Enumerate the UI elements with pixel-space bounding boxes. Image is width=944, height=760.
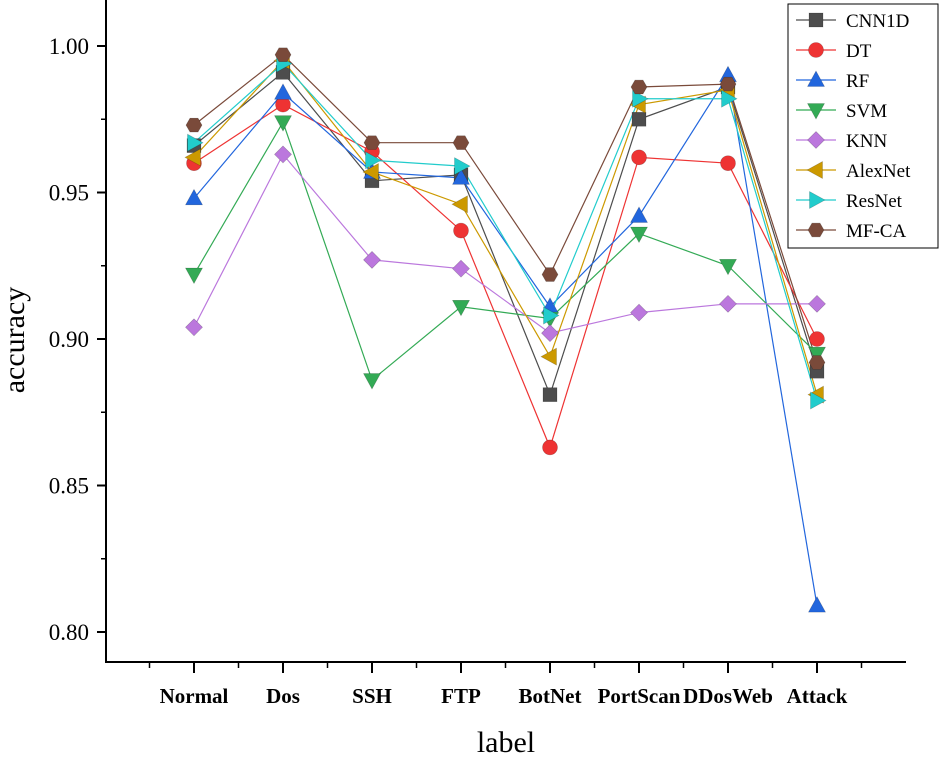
point-knn-attack (808, 294, 826, 313)
point-svm-dos (273, 115, 293, 132)
point-dt-botnet (542, 439, 558, 456)
point-mf-ca-portscan (630, 79, 648, 95)
legend-marker-mf-ca (807, 222, 825, 238)
point-rf-attack (807, 596, 827, 613)
series-line-svm (193, 120, 818, 382)
series-line-dt (193, 103, 818, 450)
point-knn-ftp (452, 259, 470, 278)
x-tick-label-dos: Dos (266, 684, 300, 708)
point-svm-attack (807, 346, 827, 364)
legend-marker-resnet (809, 190, 826, 210)
point-knn-botnet (541, 324, 559, 343)
point-dt-ftp (453, 222, 469, 239)
legend-label-rf: RF (846, 71, 869, 92)
legend-label-mf-ca: MF-CA (846, 221, 906, 242)
point-mf-ca-dos (274, 47, 292, 63)
x-tick-label-ftp: FTP (441, 684, 481, 708)
point-cnn1d-portscan (631, 111, 647, 127)
plot-frame (105, 0, 906, 663)
point-resnet-normal (187, 133, 204, 152)
x-axis-ticks: Normal Dos SSH FTP BotNet PortScan DDosWeb Atta… (148, 662, 863, 708)
point-alexnet-normal (184, 148, 201, 167)
point-svm-ssh (362, 373, 382, 390)
point-mf-ca-ddosweb (719, 76, 737, 92)
legend-marker-cnn1d (808, 12, 824, 28)
point-knn-dos (274, 145, 292, 164)
y-tick-label: 1.00 (49, 34, 89, 59)
x-tick-label-portscan: PortScan (598, 684, 681, 708)
series-line-resnet (193, 62, 818, 401)
legend-label-cnn1d: CNN1D (846, 11, 909, 32)
point-rf-ftp (451, 168, 471, 185)
point-svm-ddosweb (718, 258, 738, 276)
point-knn-ddosweb (719, 294, 737, 313)
point-knn-ssh (363, 250, 381, 269)
point-cnn1d-botnet (542, 387, 558, 402)
point-resnet-botnet (543, 306, 560, 325)
point-svm-normal (184, 267, 204, 285)
y-tick-label: 0.85 (49, 474, 89, 499)
point-alexnet-botnet (540, 347, 557, 366)
point-rf-dos (273, 83, 293, 100)
legend-marker-svm (806, 103, 826, 120)
point-resnet-attack (810, 391, 827, 410)
series-markers (184, 47, 827, 613)
point-mf-ca-normal (185, 117, 203, 133)
legend-label-dt: DT (846, 41, 872, 62)
series-line-mf-ca (193, 53, 818, 363)
point-mf-ca-ftp (452, 135, 470, 150)
y-tick-label: 0.80 (49, 620, 89, 645)
x-tick-label-ddosweb: DDosWeb (683, 684, 773, 708)
y-tick-label: 0.95 (49, 181, 89, 206)
y-tick-label: 0.90 (49, 327, 89, 352)
legend-marker-alexnet (806, 160, 823, 180)
point-svm-portscan (629, 226, 649, 244)
point-alexnet-ftp (451, 195, 468, 214)
point-resnet-portscan (632, 89, 649, 108)
legend-marker-rf (806, 70, 826, 87)
point-dt-portscan (631, 149, 647, 166)
series-line-knn (193, 153, 817, 334)
point-knn-normal (185, 318, 203, 337)
x-tick-label-botnet: BotNet (519, 684, 582, 708)
x-tick-label-normal: Normal (160, 684, 229, 708)
point-dt-ddosweb (720, 155, 736, 171)
point-mf-ca-attack (808, 355, 826, 370)
point-resnet-ssh (365, 151, 382, 170)
x-tick-label-attack: Attack (787, 684, 848, 708)
point-resnet-ftp (454, 157, 471, 176)
legend-label-knn: KNN (846, 131, 887, 152)
point-svm-ftp (451, 299, 471, 317)
legend-marker-dt (808, 42, 824, 58)
point-resnet-ddosweb (721, 89, 738, 108)
legend-label-svm: SVM (846, 101, 887, 122)
legend-label-alexnet: AlexNet (846, 161, 911, 182)
x-axis-title: label (477, 726, 535, 759)
point-rf-normal (184, 188, 204, 206)
point-alexnet-ssh (362, 162, 379, 181)
point-rf-portscan (629, 206, 649, 223)
legend-marker-knn (807, 131, 825, 149)
x-tick-label-ssh: SSH (352, 684, 392, 708)
legend: CNN1D DT RF SVM KNN AlexNet ResNet MF-CA (787, 3, 939, 249)
point-mf-ca-botnet (541, 267, 559, 282)
y-axis-title: accuracy (0, 287, 31, 394)
legend-label-resnet: ResNet (846, 191, 903, 212)
point-dt-attack (809, 331, 825, 347)
point-knn-portscan (630, 303, 648, 322)
series-lines (193, 53, 818, 606)
y-axis-ticks: 0.80 0.85 0.90 0.95 1.00 (49, 34, 106, 645)
point-mf-ca-ssh (363, 135, 381, 150)
